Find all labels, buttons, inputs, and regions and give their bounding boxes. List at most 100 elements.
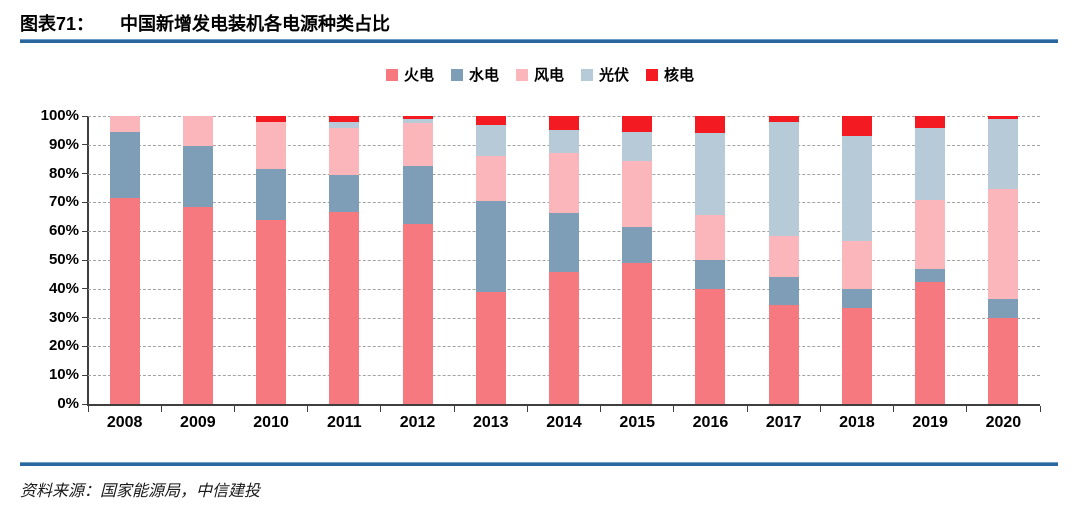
bar-segment-2011-火电	[329, 212, 360, 404]
legend-item-3: 光伏	[581, 64, 629, 85]
x-axis-label-2012: 2012	[399, 414, 436, 431]
figure-number-label: 图表71：	[20, 14, 95, 34]
y-axis-tick	[82, 345, 88, 347]
bar-segment-2009-风电	[182, 116, 213, 147]
y-axis-label: 10%	[48, 366, 79, 384]
bar-segment-2014-核电	[549, 116, 579, 131]
bar-segment-2015-核电	[622, 116, 653, 132]
y-axis-tick	[82, 173, 88, 175]
y-axis-label: 30%	[48, 308, 79, 326]
bar-segment-2018-光伏	[841, 136, 872, 242]
bar-2012	[402, 116, 433, 404]
bar-2020	[988, 116, 1019, 404]
bar-segment-2020-水电	[988, 298, 1019, 318]
x-axis-tick	[453, 406, 455, 412]
x-axis-tick	[380, 406, 382, 412]
x-axis-tick	[966, 406, 968, 412]
bar-2016	[695, 116, 726, 404]
x-axis-label-2009: 2009	[180, 414, 216, 431]
bar-segment-2014-风电	[549, 153, 579, 213]
x-axis-label-2015: 2015	[619, 414, 656, 431]
y-axis-tick	[82, 115, 88, 117]
bar-2013	[475, 116, 506, 404]
bar-segment-2013-水电	[475, 200, 506, 292]
bar-segment-2017-光伏	[768, 121, 799, 236]
y-axis-tick	[82, 259, 88, 261]
bar-segment-2010-水电	[256, 169, 287, 220]
bar-2009	[182, 116, 213, 404]
bar-segment-2015-火电	[622, 262, 653, 404]
legend-item-1: 水电	[450, 64, 499, 85]
bar-segment-2018-火电	[841, 307, 872, 404]
x-axis-tick	[1039, 406, 1041, 412]
bar-segment-2008-风电	[109, 116, 140, 132]
y-axis-label: 0%	[57, 395, 79, 412]
bar-segment-2017-风电	[768, 235, 799, 278]
y-axis-tick	[82, 374, 88, 376]
bar-segment-2011-光伏	[329, 121, 360, 128]
x-axis-label-2016: 2016	[692, 414, 729, 431]
bar-segment-2020-风电	[988, 189, 1019, 299]
y-axis-label: 20%	[48, 337, 79, 355]
bar-segment-2011-水电	[329, 175, 360, 213]
y-axis-label: 70%	[48, 193, 79, 211]
bar-2017	[768, 116, 799, 404]
bar-segment-2019-风电	[915, 199, 946, 269]
bar-segment-2008-火电	[109, 198, 140, 404]
bar-segment-2020-火电	[988, 317, 1019, 404]
bar-segment-2018-风电	[841, 241, 872, 289]
legend-swatch-icon	[385, 68, 398, 81]
x-axis-tick	[673, 406, 675, 412]
y-axis-label: 40%	[48, 279, 79, 297]
legend-label: 光伏	[599, 67, 630, 84]
x-axis-label-2019: 2019	[912, 414, 948, 431]
bar-segment-2019-火电	[915, 281, 946, 404]
legend-label: 火电	[403, 67, 434, 84]
bar-segment-2013-核电	[475, 116, 506, 125]
bar-segment-2016-核电	[695, 116, 726, 134]
bar-segment-2010-核电	[256, 116, 287, 122]
y-axis-tick	[82, 403, 88, 405]
x-axis-label-2010: 2010	[253, 414, 289, 431]
legend-item-0: 火电	[385, 64, 434, 85]
bar-segment-2008-水电	[109, 131, 140, 199]
bar-segment-2017-水电	[768, 277, 799, 305]
bar-segment-2013-光伏	[475, 124, 506, 157]
bar-segment-2013-风电	[475, 156, 506, 201]
y-axis-label: 100%	[40, 107, 79, 124]
x-axis-label-2011: 2011	[326, 414, 362, 431]
legend-swatch-icon	[450, 68, 463, 81]
bar-segment-2009-水电	[182, 146, 213, 207]
bar-segment-2018-核电	[841, 116, 872, 137]
y-axis-label: 90%	[48, 135, 79, 153]
source-note: 资料来源：国家能源局，中信建投	[20, 483, 261, 500]
y-axis-tick	[82, 230, 88, 232]
bar-segment-2012-水电	[402, 166, 433, 224]
bar-segment-2010-风电	[256, 121, 287, 170]
bar-segment-2012-光伏	[402, 118, 433, 124]
x-axis-tick	[233, 406, 235, 412]
y-axis-tick	[82, 288, 88, 290]
bar-segment-2013-火电	[475, 291, 506, 404]
bar-segment-2019-水电	[915, 268, 946, 282]
x-axis-tick	[600, 406, 602, 412]
legend-swatch-icon	[646, 68, 659, 81]
x-axis-tick	[160, 406, 162, 412]
bar-2014	[549, 116, 579, 404]
bar-segment-2014-水电	[549, 212, 579, 272]
bar-2010	[256, 116, 287, 404]
legend-label: 核电	[664, 67, 695, 84]
x-axis-label-2017: 2017	[765, 414, 802, 431]
bar-segment-2016-火电	[695, 288, 726, 404]
bar-segment-2019-核电	[915, 116, 946, 128]
bar-segment-2016-光伏	[695, 133, 726, 216]
y-axis-tick	[82, 201, 88, 203]
bar-2018	[841, 116, 872, 404]
bar-segment-2019-光伏	[915, 127, 946, 200]
figure-title: 中国新增发电装机各电源种类占比	[120, 14, 391, 34]
bar-segment-2009-火电	[182, 206, 213, 404]
bar-segment-2018-水电	[841, 288, 872, 308]
bar-segment-2017-核电	[768, 116, 799, 122]
bar-2019	[915, 116, 946, 404]
figure-title-row: 图表71： 中国新增发电装机各电源种类占比	[20, 10, 390, 36]
